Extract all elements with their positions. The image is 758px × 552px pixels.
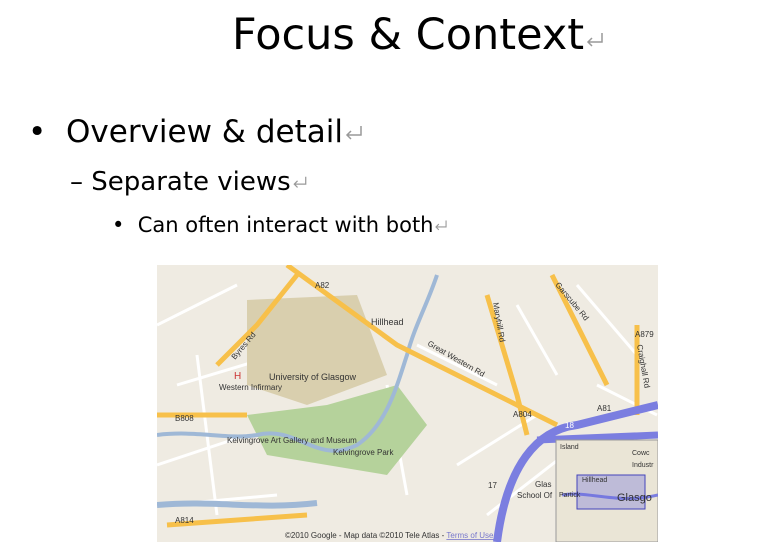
river <box>157 274 439 453</box>
map-label: Island <box>560 444 579 451</box>
map-label: 18 <box>565 421 574 430</box>
viewport-box <box>576 474 646 510</box>
map-label: A81 <box>597 404 612 413</box>
overview-inset: Island Cowc Industr Hillhead Partick Gla… <box>555 439 658 542</box>
map-label: B808 <box>175 414 194 423</box>
park <box>247 385 427 475</box>
map: A82 Hillhead Byres Rd H Western Infirmar… <box>157 265 658 542</box>
terms-link[interactable]: Terms of Use <box>446 531 494 540</box>
bullet-1: • Overview & detail <box>28 114 365 150</box>
major-roads <box>157 265 640 528</box>
map-label: Western Infirmary <box>219 383 282 392</box>
map-label: Industr <box>632 462 654 469</box>
map-label: Glas <box>535 480 551 489</box>
map-label: Partick <box>559 492 581 499</box>
return-mark <box>293 176 307 188</box>
map-label: A814 <box>175 516 194 525</box>
map-label: Kelvingrove Art Gallery and Museum <box>227 436 357 445</box>
bullet-2: – Separate views <box>70 167 309 197</box>
title-line: Focus & Context <box>232 10 606 60</box>
map-label: School Of <box>517 491 553 500</box>
map-label: Hillhead <box>582 477 607 484</box>
copyright: ©2010 Google - Map data ©2010 Tele Atlas… <box>285 531 494 540</box>
bullet-text: Overview & detail <box>66 114 343 150</box>
return-mark <box>435 220 448 231</box>
motorway <box>493 401 658 542</box>
title: Focus & Context <box>232 10 585 60</box>
map-label: A804 <box>513 410 532 419</box>
river <box>157 500 318 509</box>
inset-frame <box>555 439 658 542</box>
bullet-text: Can often interact with both <box>137 213 434 237</box>
copyright-text: ©2010 Google - Map data ©2010 Tele Atlas… <box>285 531 446 540</box>
map-label: Glasgo <box>617 492 652 504</box>
return-mark <box>587 33 603 47</box>
map-label: A879 <box>635 330 654 339</box>
map-label: H <box>234 371 241 382</box>
map-label: 17 <box>488 481 497 490</box>
university-area <box>247 295 387 405</box>
motorway <box>536 431 658 444</box>
map-label: Cowc <box>632 450 650 457</box>
map-label: University of Glasgow <box>269 372 357 382</box>
map-label: Kelvingrove Park <box>333 448 394 457</box>
map-label: Hillhead <box>371 317 404 327</box>
bullet-3: • Can often interact with both <box>112 213 449 237</box>
return-mark <box>345 126 362 140</box>
bullet-text: Separate views <box>91 167 291 197</box>
map-label: A82 <box>315 281 330 290</box>
